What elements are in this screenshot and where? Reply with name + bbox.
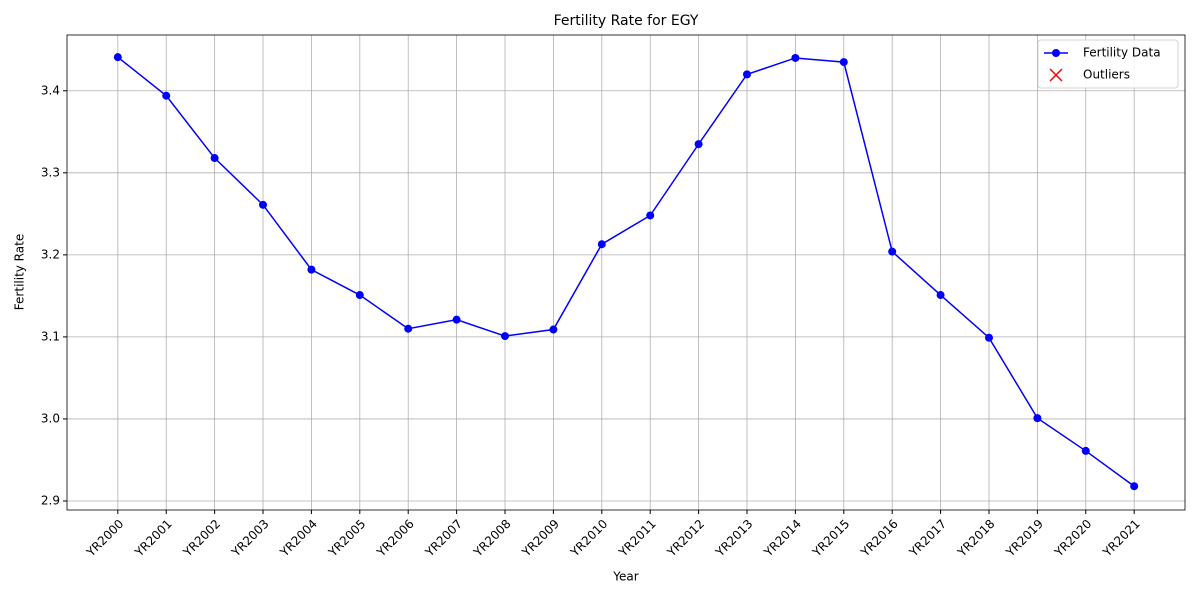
plot-frame bbox=[66, 34, 1186, 511]
x-tick-label: YR2003 bbox=[228, 517, 271, 560]
chart-title: Fertility Rate for EGY bbox=[554, 13, 699, 29]
data-point bbox=[162, 91, 171, 100]
x-tick-label: YR2019 bbox=[1003, 517, 1046, 560]
data-point bbox=[597, 240, 606, 249]
x-tick-label: YR2006 bbox=[374, 517, 417, 560]
x-tick-label: YR2004 bbox=[277, 517, 320, 560]
y-tick-label: 3.3 bbox=[41, 165, 60, 179]
data-point bbox=[355, 291, 364, 300]
x-tick-label: YR2021 bbox=[1099, 517, 1142, 560]
x-tick-label: YR2018 bbox=[954, 517, 997, 560]
x-tick-label: YR2014 bbox=[761, 517, 804, 560]
data-point bbox=[259, 200, 268, 209]
x-tick-label: YR2013 bbox=[712, 517, 755, 560]
data-point bbox=[501, 332, 510, 341]
data-point bbox=[646, 211, 655, 220]
data-point bbox=[839, 58, 848, 67]
data-point bbox=[694, 140, 703, 149]
y-tick-label: 3.1 bbox=[41, 329, 60, 343]
data-point bbox=[742, 70, 751, 79]
data-point bbox=[1130, 482, 1139, 491]
x-tick-label: YR2016 bbox=[857, 517, 900, 560]
y-tick-label: 3.4 bbox=[41, 83, 60, 97]
data-line bbox=[117, 56, 1135, 487]
x-tick-label: YR2009 bbox=[519, 517, 562, 560]
legend-label: Fertility Data bbox=[1083, 46, 1161, 60]
y-axis-label: Fertility Rate bbox=[13, 234, 27, 310]
x-tick-label: YR2008 bbox=[470, 517, 513, 560]
data-point bbox=[307, 265, 316, 274]
data-point bbox=[452, 315, 461, 324]
legend-swatch bbox=[1052, 49, 1060, 57]
y-tick-label: 3.2 bbox=[41, 247, 60, 261]
legend-swatch bbox=[1049, 68, 1063, 82]
data-point bbox=[888, 247, 897, 256]
x-tick-label: YR2005 bbox=[325, 517, 368, 560]
x-tick-label: YR2020 bbox=[1051, 517, 1094, 560]
data-point bbox=[1081, 446, 1090, 455]
x-tick-label: YR2011 bbox=[616, 517, 659, 560]
x-tick-label: YR2001 bbox=[132, 517, 175, 560]
data-point bbox=[791, 53, 800, 62]
y-tick-label: 2.9 bbox=[41, 493, 60, 507]
data-point bbox=[936, 291, 945, 300]
x-tick-label: YR2000 bbox=[83, 517, 126, 560]
data-point bbox=[549, 325, 558, 334]
legend-label: Outliers bbox=[1083, 68, 1130, 82]
x-tick-label: YR2012 bbox=[664, 517, 707, 560]
legend-frame bbox=[1037, 39, 1179, 89]
x-tick-label: YR2002 bbox=[180, 517, 223, 560]
x-axis-label: Year bbox=[612, 570, 638, 584]
data-point bbox=[1033, 414, 1042, 423]
y-tick-label: 3.0 bbox=[41, 411, 60, 425]
data-point bbox=[984, 333, 993, 342]
legend: Fertility Data Outliers bbox=[1037, 39, 1179, 89]
x-tick-label: YR2007 bbox=[422, 517, 465, 560]
x-tick-label: YR2015 bbox=[809, 517, 852, 560]
x-tick-label: YR2017 bbox=[906, 517, 949, 560]
x-tick-label: YR2010 bbox=[567, 517, 610, 560]
data-point bbox=[404, 324, 413, 333]
data-point bbox=[113, 53, 122, 62]
data-point bbox=[210, 154, 219, 163]
